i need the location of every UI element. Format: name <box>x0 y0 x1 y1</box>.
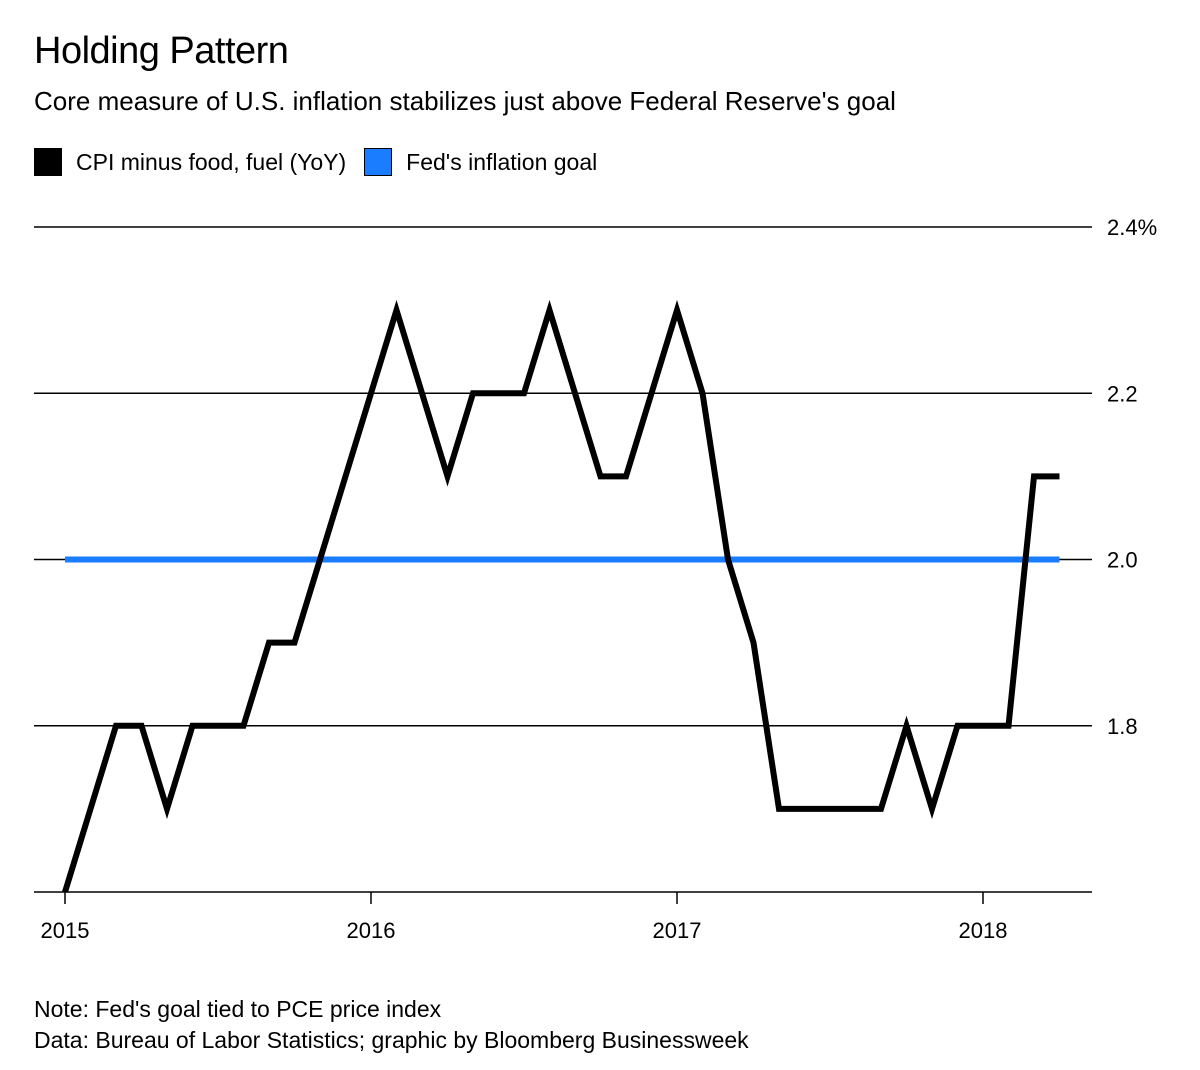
legend-item-fed-goal: Fed's inflation goal <box>364 148 597 176</box>
y-tick-label-1: 2.2 <box>1107 381 1138 406</box>
legend-swatch-fed-goal <box>364 148 393 176</box>
x-tick-label-3: 2018 <box>959 918 1008 943</box>
chart-subtitle: Core measure of U.S. inflation stabilize… <box>34 86 896 116</box>
x-tick-label-2: 2017 <box>653 918 702 943</box>
x-tick-label-1: 2016 <box>347 918 396 943</box>
chart-title: Holding Pattern <box>34 30 289 72</box>
series-line-cpi <box>62 299 1060 893</box>
legend-label-cpi: CPI minus food, fuel (YoY) <box>76 148 347 175</box>
note-text: Note: Fed's goal tied to PCE price index <box>34 996 442 1022</box>
y-tick-label-2: 2.0 <box>1107 548 1138 573</box>
x-tick-label-0: 2015 <box>41 918 90 943</box>
legend: CPI minus food, fuel (YoY) Fed's inflati… <box>34 148 615 176</box>
footnotes: Note: Fed's goal tied to PCE price index… <box>34 994 749 1056</box>
y-tick-label-3: 1.8 <box>1107 714 1138 739</box>
source-text: Data: Bureau of Labor Statistics; graphi… <box>34 1027 749 1053</box>
y-tick-label-0: 2.4% <box>1107 215 1157 240</box>
legend-item-cpi: CPI minus food, fuel (YoY) <box>34 148 346 176</box>
legend-label-fed-goal: Fed's inflation goal <box>406 148 598 175</box>
legend-swatch-cpi <box>34 148 62 176</box>
